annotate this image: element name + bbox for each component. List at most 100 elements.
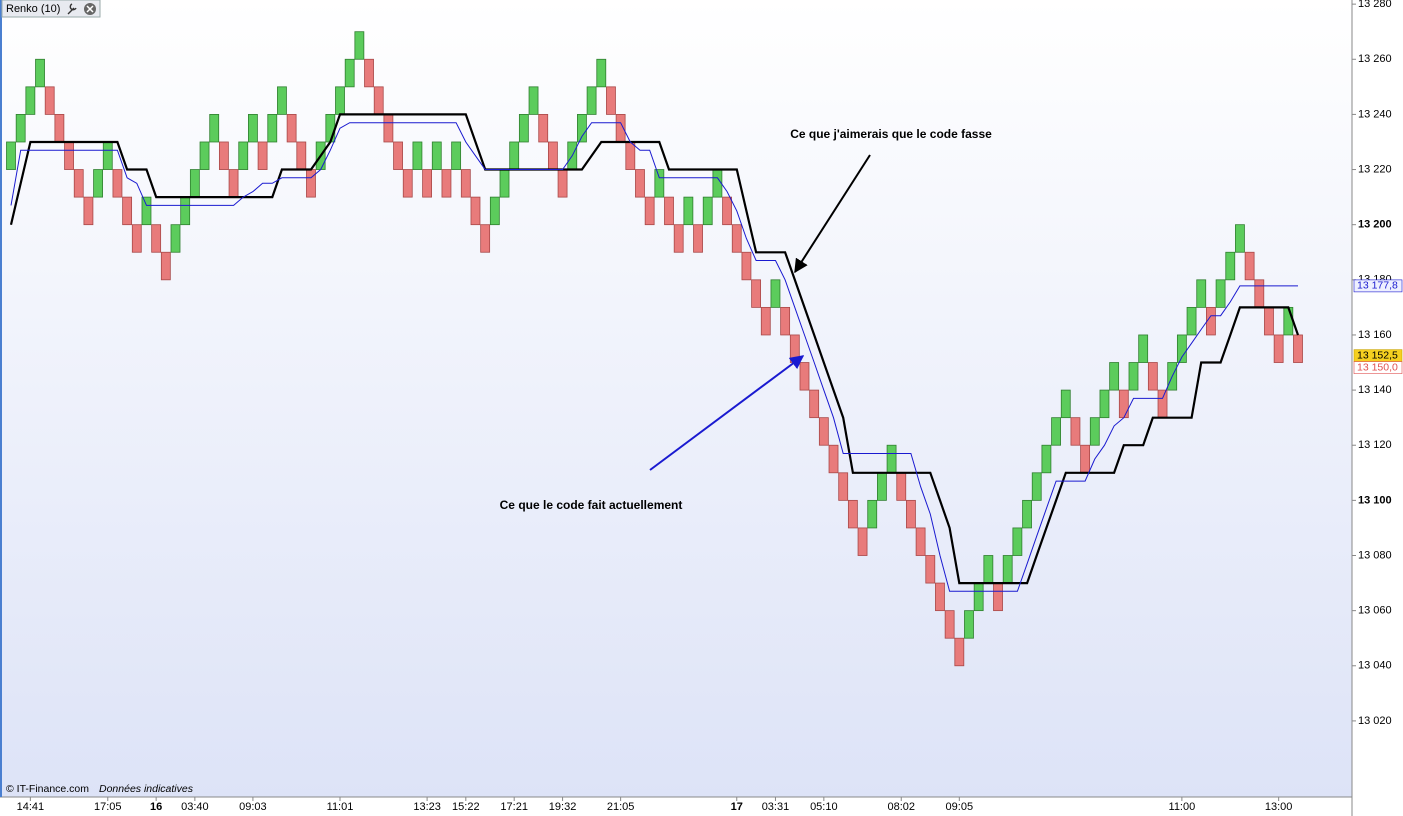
x-tick-label: 16 bbox=[150, 801, 162, 813]
up-brick bbox=[1215, 279, 1226, 308]
x-tick-label: 09:03 bbox=[239, 801, 267, 813]
indicator-header bbox=[1, 0, 101, 18]
up-brick bbox=[1002, 555, 1013, 584]
down-brick bbox=[644, 196, 655, 226]
up-brick bbox=[344, 58, 355, 88]
y-axis-area bbox=[1352, 0, 1403, 816]
x-tick-label: 11:00 bbox=[1169, 801, 1196, 813]
down-brick bbox=[44, 86, 55, 115]
up-brick bbox=[1022, 499, 1032, 529]
price-marker-label: 13 150,0 bbox=[1357, 361, 1398, 373]
up-brick bbox=[325, 114, 336, 143]
down-brick bbox=[54, 114, 65, 143]
down-brick bbox=[480, 224, 491, 253]
down-brick bbox=[112, 169, 123, 198]
annotation: Ce que le code fait actuellement bbox=[500, 498, 683, 512]
up-brick bbox=[489, 196, 500, 226]
down-brick bbox=[218, 141, 229, 170]
up-brick bbox=[431, 141, 442, 170]
up-brick bbox=[102, 141, 113, 170]
down-brick bbox=[1118, 389, 1129, 419]
x-tick-label: 13:23 bbox=[413, 801, 441, 813]
x-tick-label: 08:02 bbox=[887, 801, 915, 813]
down-brick bbox=[625, 141, 636, 170]
down-brick bbox=[838, 472, 849, 501]
x-tick-label: 14:41 bbox=[17, 801, 45, 813]
up-brick bbox=[577, 114, 587, 143]
down-brick bbox=[847, 499, 858, 529]
down-brick bbox=[228, 169, 239, 198]
down-brick bbox=[993, 582, 1003, 612]
settings-icon[interactable] bbox=[67, 3, 77, 15]
up-brick bbox=[877, 472, 887, 501]
down-brick bbox=[402, 169, 413, 198]
up-brick bbox=[1196, 279, 1207, 308]
price-marker-label: 13 177,8 bbox=[1357, 280, 1398, 292]
annotation-arrow bbox=[649, 355, 805, 471]
indicator-title: Renko (10) bbox=[6, 3, 60, 15]
x-tick-label: 09:05 bbox=[946, 801, 974, 813]
up-brick bbox=[1225, 251, 1236, 281]
up-brick bbox=[6, 141, 16, 170]
down-brick bbox=[1070, 417, 1081, 446]
x-tick-label: 17 bbox=[731, 801, 743, 813]
up-brick bbox=[712, 169, 723, 198]
down-brick bbox=[306, 169, 316, 198]
annotation-arrow bbox=[794, 154, 871, 274]
x-tick-label: 13:00 bbox=[1265, 801, 1293, 813]
y-tick-label: 13 100 bbox=[1358, 494, 1392, 506]
up-brick bbox=[1283, 306, 1294, 336]
down-brick bbox=[131, 224, 142, 253]
down-brick bbox=[751, 279, 762, 308]
down-brick bbox=[915, 527, 926, 556]
x-tick-label: 17:21 bbox=[500, 801, 528, 813]
down-brick bbox=[944, 610, 955, 639]
down-brick bbox=[257, 141, 268, 170]
up-brick bbox=[1089, 417, 1100, 446]
down-brick bbox=[857, 527, 868, 556]
up-brick bbox=[983, 555, 994, 584]
down-brick bbox=[286, 114, 297, 143]
down-brick bbox=[83, 196, 94, 226]
down-brick bbox=[635, 169, 645, 198]
down-brick bbox=[364, 58, 374, 88]
up-brick bbox=[93, 169, 103, 198]
down-brick bbox=[925, 555, 936, 584]
down-brick bbox=[383, 114, 394, 143]
x-tick-label: 19:32 bbox=[549, 801, 577, 813]
down-brick bbox=[896, 472, 907, 501]
price-marker-label: 13 152,5 bbox=[1357, 349, 1398, 361]
down-brick bbox=[809, 389, 820, 419]
y-tick-label: 13 260 bbox=[1358, 53, 1392, 65]
x-tick-label: 03:40 bbox=[181, 801, 209, 813]
up-brick bbox=[1041, 444, 1052, 474]
up-brick bbox=[335, 86, 345, 115]
down-brick bbox=[557, 169, 568, 198]
y-tick-label: 13 280 bbox=[1358, 0, 1392, 10]
x-tick-label: 15:22 bbox=[452, 801, 480, 813]
up-brick bbox=[1099, 389, 1110, 419]
up-brick bbox=[451, 141, 462, 170]
up-brick bbox=[35, 58, 45, 88]
x-tick-label: 21:05 bbox=[607, 801, 635, 813]
down-brick bbox=[1206, 306, 1216, 336]
up-brick bbox=[1031, 472, 1042, 501]
y-tick-label: 13 080 bbox=[1358, 549, 1392, 561]
y-tick-label: 13 240 bbox=[1358, 108, 1392, 120]
y-tick-label: 13 020 bbox=[1358, 715, 1392, 727]
down-brick bbox=[693, 224, 703, 253]
up-brick bbox=[518, 114, 529, 143]
up-brick bbox=[277, 86, 287, 115]
down-brick bbox=[760, 306, 771, 336]
down-brick bbox=[538, 114, 549, 143]
down-brick bbox=[1157, 389, 1168, 419]
up-brick bbox=[964, 610, 974, 639]
indicator-line bbox=[9, 113, 1300, 585]
up-brick bbox=[25, 86, 36, 115]
up-brick bbox=[1051, 417, 1061, 446]
up-brick bbox=[1138, 334, 1149, 363]
y-tick-label: 13 140 bbox=[1358, 384, 1392, 396]
up-brick bbox=[1012, 527, 1023, 556]
up-brick bbox=[1235, 224, 1245, 253]
